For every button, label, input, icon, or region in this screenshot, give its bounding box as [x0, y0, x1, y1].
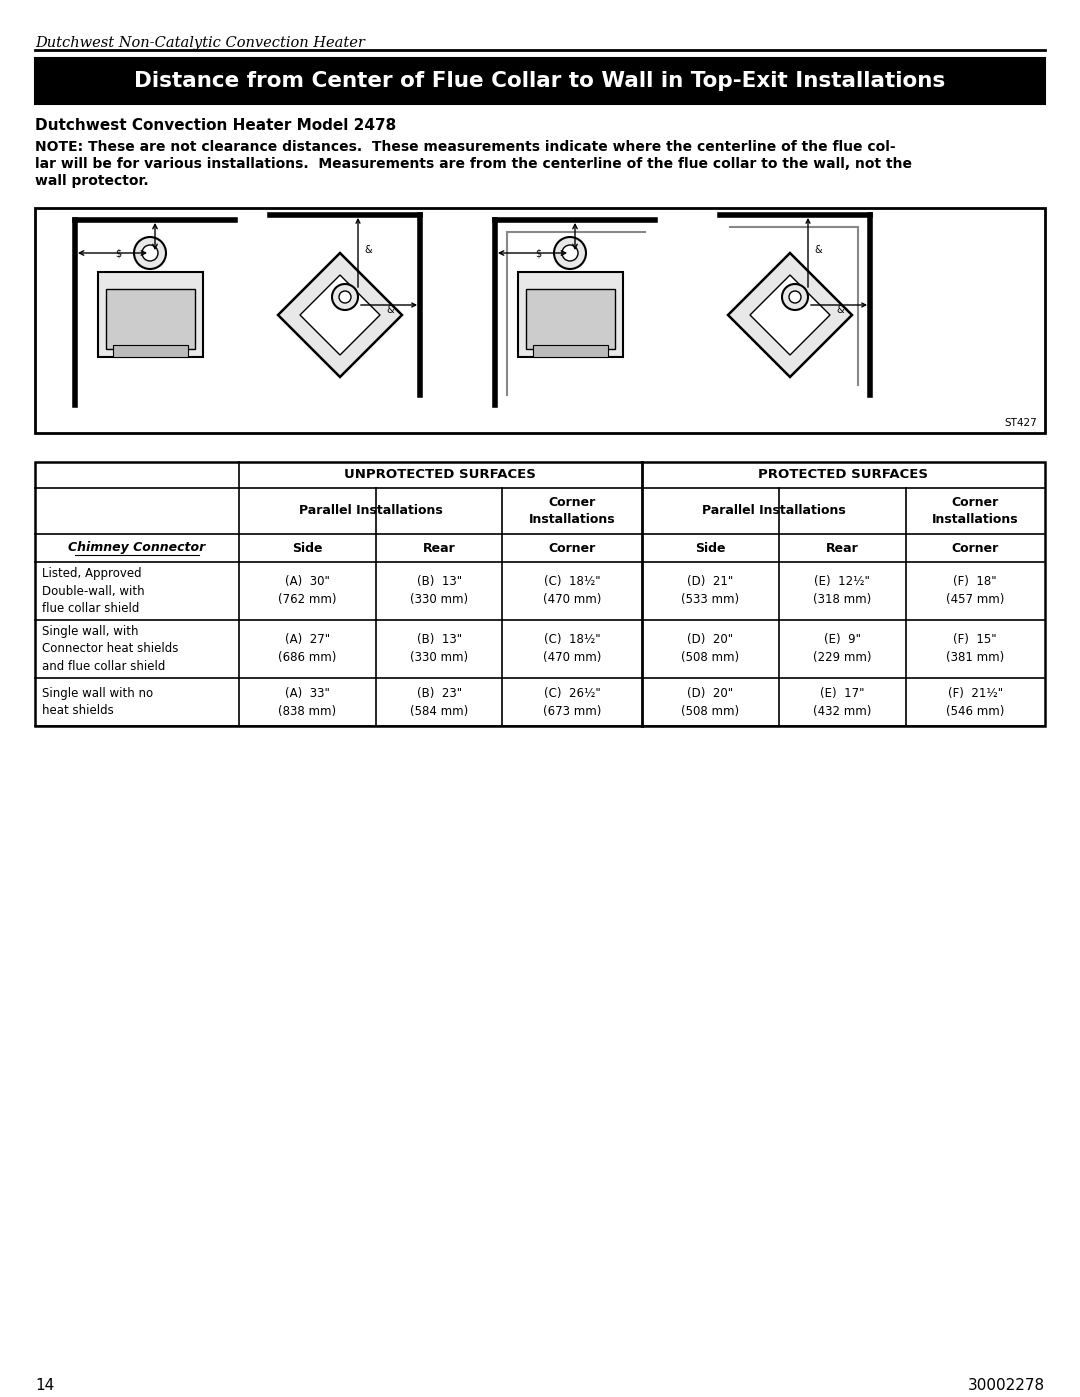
Text: (E)  9"
(229 mm): (E) 9" (229 mm) [813, 633, 872, 665]
Text: Corner
Installations: Corner Installations [529, 496, 616, 527]
Text: 14: 14 [35, 1377, 54, 1393]
Text: (B)  13"
(330 mm): (B) 13" (330 mm) [410, 633, 469, 665]
Text: PROTECTED SURFACES: PROTECTED SURFACES [758, 468, 929, 482]
Text: lar will be for various installations.  Measurements are from the centerline of : lar will be for various installations. M… [35, 156, 912, 170]
Text: (B)  13"
(330 mm): (B) 13" (330 mm) [410, 576, 469, 606]
Polygon shape [300, 275, 380, 355]
Text: $: $ [114, 249, 121, 258]
Text: $: $ [535, 249, 541, 258]
Bar [534, 345, 608, 358]
Bar [98, 272, 203, 358]
Text: (A)  27"
(686 mm): (A) 27" (686 mm) [279, 633, 337, 665]
Text: (A)  30"
(762 mm): (A) 30" (762 mm) [278, 576, 337, 606]
Bar [35, 59, 1045, 103]
Text: (C)  18½"
(470 mm): (C) 18½" (470 mm) [543, 576, 602, 606]
Text: (B)  23"
(584 mm): (B) 23" (584 mm) [410, 686, 469, 718]
Circle shape [562, 244, 578, 261]
Text: Chimney Connector: Chimney Connector [68, 542, 205, 555]
Text: Corner: Corner [549, 542, 596, 555]
Text: (E)  12½"
(318 mm): (E) 12½" (318 mm) [813, 576, 872, 606]
Text: NOTE: These are not clearance distances.  These measurements indicate where the : NOTE: These are not clearance distances.… [35, 140, 895, 154]
Text: Parallel Installations: Parallel Installations [702, 504, 846, 517]
Text: &: & [814, 244, 822, 256]
Text: &: & [836, 305, 843, 314]
Text: (A)  33"
(838 mm): (A) 33" (838 mm) [279, 686, 336, 718]
Circle shape [339, 291, 351, 303]
Text: Rear: Rear [826, 542, 859, 555]
Text: (D)  20"
(508 mm): (D) 20" (508 mm) [681, 686, 740, 718]
Circle shape [141, 244, 158, 261]
Circle shape [134, 237, 166, 270]
Text: Distance from Center of Flue Collar to Wall in Top-Exit Installations: Distance from Center of Flue Collar to W… [134, 71, 946, 91]
Text: &: & [387, 305, 394, 314]
Circle shape [782, 284, 808, 310]
Bar [35, 462, 1045, 726]
Text: Side: Side [292, 542, 323, 555]
Text: &: & [364, 244, 372, 256]
Text: Corner: Corner [951, 542, 999, 555]
Text: Side: Side [696, 542, 726, 555]
Circle shape [332, 284, 357, 310]
Text: 30002278: 30002278 [968, 1377, 1045, 1393]
Text: (D)  21"
(533 mm): (D) 21" (533 mm) [681, 576, 740, 606]
Bar [113, 345, 188, 358]
Bar [518, 272, 623, 358]
Text: Corner
Installations: Corner Installations [932, 496, 1018, 527]
Text: (D)  20"
(508 mm): (D) 20" (508 mm) [681, 633, 740, 665]
Text: UNPROTECTED SURFACES: UNPROTECTED SURFACES [345, 468, 537, 482]
Bar [35, 208, 1045, 433]
Text: Parallel Installations: Parallel Installations [299, 504, 443, 517]
Text: (F)  21½"
(546 mm): (F) 21½" (546 mm) [946, 686, 1004, 718]
Polygon shape [278, 253, 402, 377]
Text: Single wall with no
heat shields: Single wall with no heat shields [42, 686, 153, 718]
Text: (E)  17"
(432 mm): (E) 17" (432 mm) [813, 686, 872, 718]
Text: (C)  26½"
(673 mm): (C) 26½" (673 mm) [543, 686, 602, 718]
Circle shape [789, 291, 801, 303]
Circle shape [554, 237, 586, 270]
Bar [106, 289, 195, 349]
Text: Single wall, with
Connector heat shields
and flue collar shield: Single wall, with Connector heat shields… [42, 624, 178, 673]
Text: Listed, Approved
Double-wall, with
flue collar shield: Listed, Approved Double-wall, with flue … [42, 567, 145, 616]
Text: (F)  18"
(457 mm): (F) 18" (457 mm) [946, 576, 1004, 606]
Text: Dutchwest Non-Catalytic Convection Heater: Dutchwest Non-Catalytic Convection Heate… [35, 36, 365, 50]
Text: Rear: Rear [423, 542, 456, 555]
Bar [526, 289, 615, 349]
Text: wall protector.: wall protector. [35, 175, 149, 189]
Polygon shape [728, 253, 852, 377]
Text: Dutchwest Convection Heater Model 2478: Dutchwest Convection Heater Model 2478 [35, 117, 396, 133]
Text: (F)  15"
(381 mm): (F) 15" (381 mm) [946, 633, 1004, 665]
Text: ST427: ST427 [1004, 418, 1037, 427]
Polygon shape [750, 275, 831, 355]
Text: (C)  18½"
(470 mm): (C) 18½" (470 mm) [543, 633, 602, 665]
